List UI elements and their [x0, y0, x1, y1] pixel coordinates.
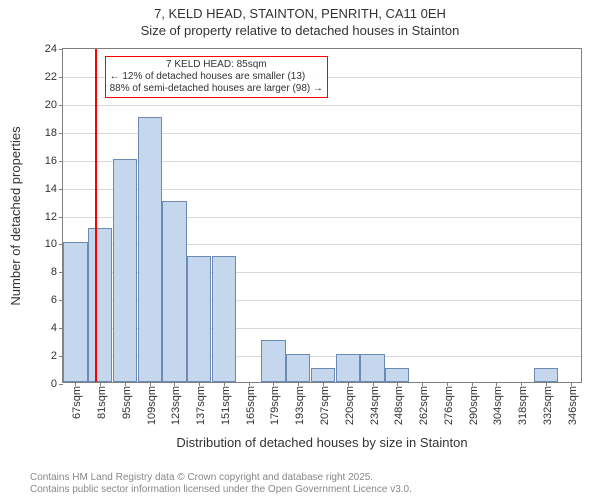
- title-address: 7, KELD HEAD, STAINTON, PENRITH, CA11 0E…: [0, 6, 600, 23]
- histogram-bar: [113, 159, 137, 382]
- xtick-label: 67sqm: [71, 386, 83, 419]
- histogram-bar: [88, 228, 112, 382]
- xtick-label: 95sqm: [121, 386, 133, 419]
- footer-line1: Contains HM Land Registry data © Crown c…: [30, 472, 412, 484]
- ytick-label: 10: [45, 238, 63, 250]
- reference-line: [95, 49, 97, 382]
- histogram-bar: [138, 117, 162, 382]
- xtick-label: 207sqm: [319, 386, 331, 425]
- ytick-label: 2: [51, 350, 63, 362]
- ytick-label: 24: [45, 43, 63, 55]
- annotation-line: 88% of semi-detached houses are larger (…: [110, 83, 323, 95]
- xtick-label: 165sqm: [245, 386, 257, 425]
- histogram-bar: [311, 368, 335, 382]
- footer-line2: Contains public sector information licen…: [30, 484, 412, 496]
- ytick-label: 0: [51, 378, 63, 390]
- histogram-bar: [360, 354, 384, 382]
- histogram-bar: [534, 368, 558, 382]
- ytick-label: 18: [45, 127, 63, 139]
- xtick-label: 248sqm: [393, 386, 405, 425]
- ytick-label: 20: [45, 99, 63, 111]
- plot-area: 02468101214161820222467sqm81sqm95sqm109s…: [62, 48, 582, 383]
- annotation-line: ← 12% of detached houses are smaller (13…: [110, 71, 323, 83]
- xtick-label: 346sqm: [567, 386, 579, 425]
- chart-container: { "title": { "line1": "7, KELD HEAD, STA…: [0, 0, 600, 500]
- xtick-label: 193sqm: [294, 386, 306, 425]
- xtick-label: 262sqm: [418, 386, 430, 425]
- xtick-label: 290sqm: [468, 386, 480, 425]
- ytick-label: 16: [45, 155, 63, 167]
- y-axis-label: Number of detached properties: [8, 116, 23, 316]
- xtick-label: 109sqm: [146, 386, 158, 425]
- annotation-box: 7 KELD HEAD: 85sqm← 12% of detached hous…: [105, 56, 328, 98]
- title-subtitle: Size of property relative to detached ho…: [0, 23, 600, 40]
- histogram-bar: [187, 256, 211, 382]
- histogram-bar: [385, 368, 409, 382]
- xtick-label: 332sqm: [542, 386, 554, 425]
- annotation-line: 7 KELD HEAD: 85sqm: [110, 59, 323, 71]
- histogram-bar: [286, 354, 310, 382]
- xtick-label: 137sqm: [195, 386, 207, 425]
- ytick-label: 22: [45, 71, 63, 83]
- histogram-bar: [261, 340, 285, 382]
- ytick-label: 4: [51, 322, 63, 334]
- xtick-label: 276sqm: [443, 386, 455, 425]
- xtick-label: 304sqm: [492, 386, 504, 425]
- histogram-bar: [336, 354, 360, 382]
- gridline: [63, 105, 581, 106]
- histogram-bar: [63, 242, 87, 382]
- ytick-label: 12: [45, 211, 63, 223]
- xtick-label: 220sqm: [344, 386, 356, 425]
- chart-title-block: 7, KELD HEAD, STAINTON, PENRITH, CA11 0E…: [0, 0, 600, 40]
- histogram-bar: [212, 256, 236, 382]
- ytick-label: 8: [51, 266, 63, 278]
- xtick-label: 151sqm: [220, 386, 232, 425]
- histogram-bar: [162, 201, 186, 382]
- xtick-label: 81sqm: [96, 386, 108, 419]
- xtick-label: 318sqm: [517, 386, 529, 425]
- ytick-label: 14: [45, 183, 63, 195]
- footer-attribution: Contains HM Land Registry data © Crown c…: [30, 472, 412, 496]
- xtick-label: 234sqm: [369, 386, 381, 425]
- ytick-label: 6: [51, 294, 63, 306]
- x-axis-label: Distribution of detached houses by size …: [62, 435, 582, 450]
- xtick-label: 123sqm: [170, 386, 182, 425]
- xtick-label: 179sqm: [269, 386, 281, 425]
